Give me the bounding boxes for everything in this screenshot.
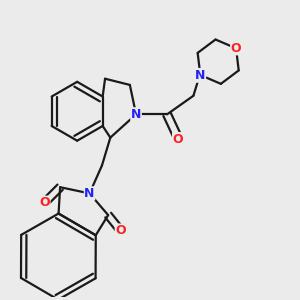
Text: O: O bbox=[172, 133, 183, 146]
Text: N: N bbox=[195, 69, 206, 82]
Text: N: N bbox=[194, 69, 205, 82]
Text: N: N bbox=[131, 108, 141, 121]
Text: O: O bbox=[231, 42, 242, 55]
Text: O: O bbox=[39, 196, 50, 209]
Text: O: O bbox=[115, 224, 126, 237]
Text: N: N bbox=[84, 187, 95, 200]
